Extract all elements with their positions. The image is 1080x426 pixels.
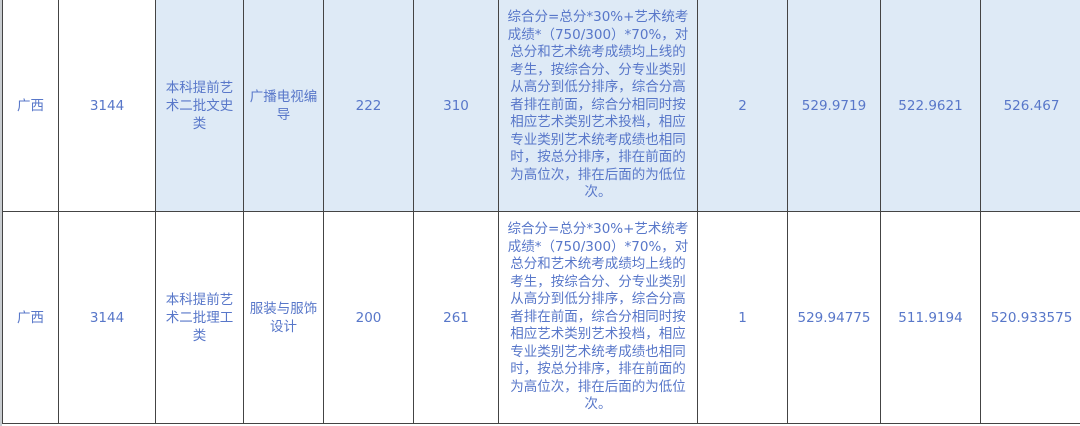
score-cell[interactable]: 529.9719	[787, 0, 881, 212]
value-cell[interactable]: 261	[413, 211, 499, 424]
value-cell[interactable]: 222	[323, 0, 414, 212]
rule-cell[interactable]: 综合分=总分*30%+艺术统考成绩*（750/300）*70%，对总分和艺术统考…	[498, 211, 698, 424]
score-cell[interactable]: 529.94775	[787, 211, 881, 424]
table-row: 广西 3144 本科提前艺术二批文史类 广播电视编导 222 310 综合分=总…	[2, 0, 1080, 212]
score-cell[interactable]: 522.9621	[880, 0, 981, 212]
province-cell[interactable]: 广西	[2, 211, 59, 424]
code-cell[interactable]: 3144	[58, 211, 156, 424]
score-cell[interactable]: 511.9194	[880, 211, 981, 424]
value-cell[interactable]: 2	[697, 0, 788, 212]
rule-cell[interactable]: 综合分=总分*30%+艺术统考成绩*（750/300）*70%，对总分和艺术统考…	[498, 0, 698, 212]
major-cell[interactable]: 广播电视编导	[243, 0, 324, 212]
batch-cell[interactable]: 本科提前艺术二批文史类	[155, 0, 244, 212]
table-row: 广西 3144 本科提前艺术二批理工类 服装与服饰设计 200 261 综合分=…	[2, 211, 1080, 424]
major-cell[interactable]: 服装与服饰设计	[243, 211, 324, 424]
value-cell[interactable]: 310	[413, 0, 499, 212]
code-cell[interactable]: 3144	[58, 0, 156, 212]
value-cell[interactable]: 200	[323, 211, 414, 424]
score-cell[interactable]: 520.933575	[980, 211, 1080, 424]
value-cell[interactable]: 1	[697, 211, 788, 424]
province-cell[interactable]: 广西	[2, 0, 59, 212]
window-edge	[0, 0, 2, 426]
batch-cell[interactable]: 本科提前艺术二批理工类	[155, 211, 244, 424]
score-cell[interactable]: 526.467	[980, 0, 1080, 212]
